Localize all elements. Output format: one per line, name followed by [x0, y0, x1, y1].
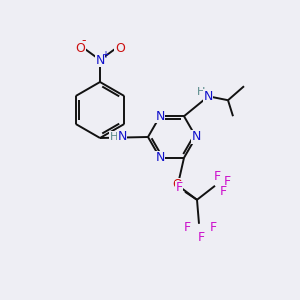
Text: F: F	[176, 181, 183, 194]
Text: N: N	[155, 110, 165, 123]
Text: N: N	[95, 53, 105, 67]
Text: N: N	[203, 90, 213, 103]
Text: F: F	[213, 170, 220, 183]
Text: -: -	[82, 34, 86, 47]
Text: F: F	[219, 185, 226, 198]
Text: H: H	[197, 87, 205, 97]
Text: O: O	[115, 41, 125, 55]
Text: F: F	[183, 221, 190, 234]
Text: H: H	[110, 131, 118, 142]
Text: F: F	[224, 175, 231, 188]
Text: O: O	[75, 41, 85, 55]
Text: F: F	[209, 221, 217, 234]
Text: N: N	[155, 151, 165, 164]
Text: +: +	[101, 50, 109, 60]
Text: N: N	[191, 130, 201, 143]
Text: N: N	[117, 130, 127, 143]
Text: O: O	[172, 178, 182, 191]
Text: F: F	[197, 231, 205, 244]
